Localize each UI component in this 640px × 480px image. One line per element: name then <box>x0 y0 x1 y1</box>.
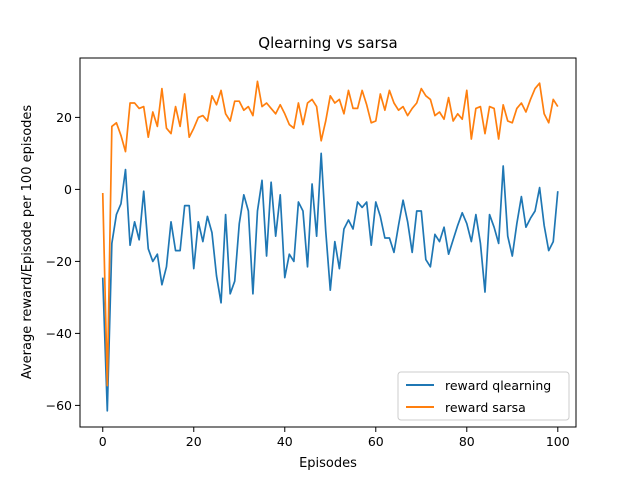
x-tick-label: 0 <box>99 434 107 449</box>
legend-box <box>397 371 570 421</box>
plot-area <box>101 80 559 412</box>
y-tick-label: −60 <box>46 398 72 413</box>
x-tick-label: 20 <box>186 434 202 449</box>
chart-title: Qlearning vs sarsa <box>258 34 397 52</box>
y-axis-label: Average reward/Episode per 100 episodes <box>20 105 35 380</box>
axes-frame <box>79 57 577 428</box>
x-axis-label: Episodes <box>299 456 357 471</box>
series-line-qlearning <box>101 152 559 412</box>
x-tick-label: 60 <box>368 434 384 449</box>
y-tick-label: −40 <box>46 326 72 341</box>
x-tick-label: 40 <box>277 434 293 449</box>
y-tick-label: 0 <box>64 182 72 197</box>
x-axis: 0 20 40 60 80 100 <box>99 427 570 449</box>
y-axis: −60 −40 −20 0 20 <box>46 110 80 413</box>
y-tick-label: 20 <box>56 110 72 125</box>
y-tick-label: −20 <box>46 254 72 269</box>
x-tick-label: 100 <box>546 434 570 449</box>
legend: reward qlearning reward sarsa <box>397 371 570 421</box>
legend-label-sarsa: reward sarsa <box>445 400 526 415</box>
series-line-sarsa <box>101 80 559 387</box>
x-tick-label: 80 <box>459 434 475 449</box>
legend-label-qlearning: reward qlearning <box>445 378 551 393</box>
